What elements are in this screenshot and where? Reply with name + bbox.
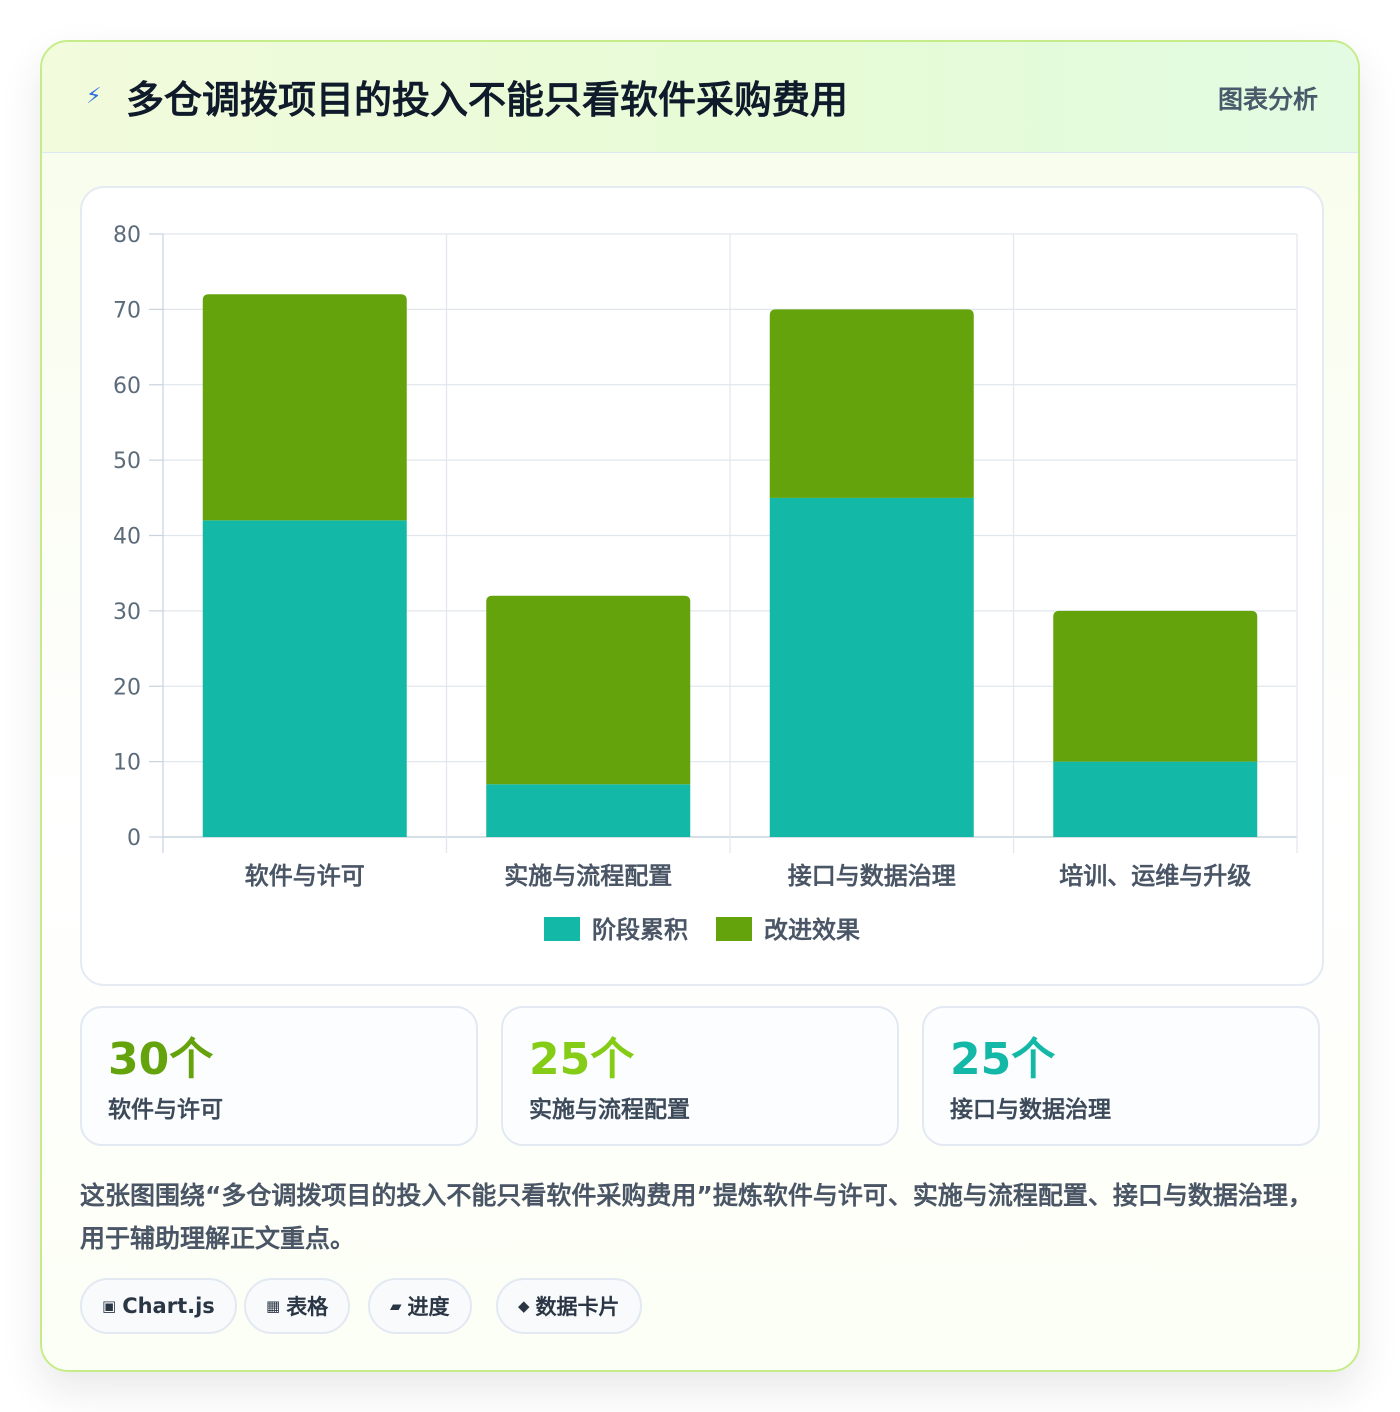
bar-segment bbox=[769, 309, 974, 498]
y-tick-label: 10 bbox=[113, 751, 141, 776]
y-tick-label: 0 bbox=[127, 826, 141, 851]
chip-chartjs[interactable]: ▣ Chart.js bbox=[80, 1278, 237, 1334]
chart-card: ⚡ 多仓调拨项目的投入不能只看软件采购费用 图表分析 0 10 20 30 40 50 60… bbox=[40, 40, 1360, 1372]
stat-label: 接口与数据治理 bbox=[950, 1097, 1111, 1123]
header-tag: 图表分析 bbox=[1217, 85, 1318, 114]
y-tick-label: 20 bbox=[113, 675, 141, 700]
y-tick-label: 50 bbox=[113, 449, 141, 474]
bar-segment bbox=[1053, 761, 1258, 837]
stat-card-1: 30个 软件与许可 bbox=[80, 1006, 478, 1146]
bar-segment bbox=[1053, 610, 1258, 762]
lightning-icon: ⚡ bbox=[86, 84, 102, 109]
y-tick-label: 70 bbox=[113, 298, 141, 323]
card-header: ⚡ 多仓调拨项目的投入不能只看软件采购费用 图表分析 bbox=[42, 42, 1358, 153]
chip-label: 进度 bbox=[407, 1295, 450, 1319]
y-tick-label: 30 bbox=[113, 600, 141, 625]
stat-card-3: 25个 接口与数据治理 bbox=[922, 1006, 1320, 1146]
chip-label: 数据卡片 bbox=[535, 1295, 620, 1319]
chip-table[interactable]: ▦ 表格 bbox=[244, 1278, 351, 1334]
x-category-label: 软件与许可 bbox=[245, 862, 365, 890]
bar-segment bbox=[202, 294, 407, 521]
progress-icon: ▰ bbox=[390, 1297, 402, 1315]
legend-swatch bbox=[716, 917, 752, 941]
stat-value: 25个 bbox=[529, 1034, 635, 1085]
chart-description: 这张图围绕“多仓调拨项目的投入不能只看软件采购费用”提炼软件与许可、实施与流程配… bbox=[80, 1181, 1313, 1253]
y-tick-label: 80 bbox=[113, 223, 141, 248]
page-title: 多仓调拨项目的投入不能只看软件采购费用 bbox=[126, 78, 849, 122]
chart-icon: ▣ bbox=[102, 1297, 117, 1315]
chip-label: 表格 bbox=[286, 1295, 329, 1319]
x-category-label: 接口与数据治理 bbox=[788, 862, 956, 890]
chart-container: 0 10 20 30 40 50 60 70 80 软件与许可 实施与流程配置 接口与数据治理 培训、运… bbox=[80, 186, 1324, 986]
legend-label: 阶段累积 bbox=[592, 916, 688, 944]
bar-chart: 0 10 20 30 40 50 60 70 80 软件与许可 实施与流程配置 接口与数据治理 培训、运… bbox=[113, 223, 1298, 944]
bar-segment bbox=[486, 784, 691, 837]
chip-label: Chart.js bbox=[122, 1294, 215, 1318]
bar-segment bbox=[769, 497, 974, 837]
chip-data-card[interactable]: ◆ 数据卡片 bbox=[496, 1278, 642, 1334]
stat-label: 实施与流程配置 bbox=[529, 1097, 690, 1123]
x-category-label: 实施与流程配置 bbox=[504, 862, 672, 890]
legend-label: 改进效果 bbox=[764, 916, 860, 944]
stat-label: 软件与许可 bbox=[108, 1097, 223, 1123]
chip-progress[interactable]: ▰ 进度 bbox=[368, 1278, 472, 1334]
stat-value: 25个 bbox=[950, 1034, 1056, 1085]
data-card-icon: ◆ bbox=[518, 1297, 530, 1315]
x-category-label: 培训、运维与升级 bbox=[1059, 862, 1251, 890]
stat-value: 30个 bbox=[108, 1034, 214, 1085]
y-tick-label: 60 bbox=[113, 374, 141, 399]
y-tick-label: 40 bbox=[113, 525, 141, 550]
bar-segment bbox=[486, 595, 691, 785]
table-icon: ▦ bbox=[266, 1297, 281, 1315]
legend-swatch bbox=[544, 917, 580, 941]
stat-card-2: 25个 实施与流程配置 bbox=[501, 1006, 899, 1146]
bar-segment bbox=[202, 520, 407, 837]
